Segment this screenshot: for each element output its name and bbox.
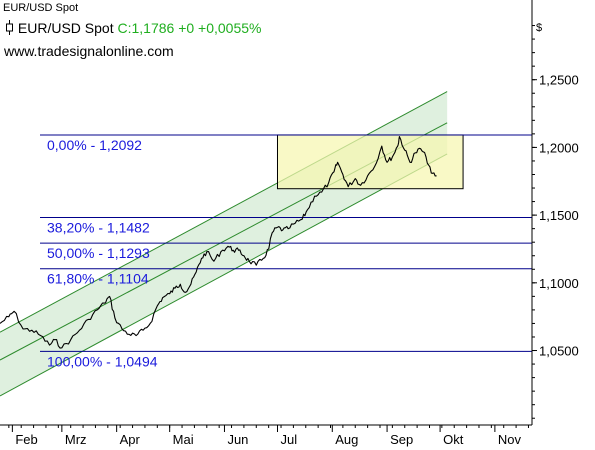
y-tick-label-3: 1,2000	[539, 140, 579, 155]
channel-lower-line	[0, 153, 448, 397]
site-label: www.tradesignalonline.com	[4, 43, 174, 59]
price-line	[0, 136, 437, 349]
price-marker-icon	[6, 20, 13, 35]
x-tick-label-2: Apr	[120, 432, 141, 447]
symbol-name: EUR/USD Spot	[17, 20, 114, 36]
x-tick-label-0: Feb	[15, 432, 37, 447]
x-tick-label-7: Sep	[390, 432, 413, 447]
y-tick-label-1: 1,1000	[539, 276, 579, 291]
price-series	[0, 136, 437, 349]
x-tick-label-9: Nov	[498, 432, 522, 447]
x-tick-label-3: Mai	[173, 432, 194, 447]
fib-label-2: 50,00% - 1,1293	[47, 245, 150, 261]
x-tick-label-6: Aug	[335, 432, 358, 447]
y-tick-label-0: 1,0500	[539, 344, 579, 359]
currency-label: $	[536, 22, 543, 34]
window-title: EUR/USD Spot	[3, 2, 79, 14]
y-tick-label-2: 1,1500	[539, 208, 579, 223]
symbol-quote: C:1,1786 +0 +0,0055%	[117, 20, 262, 36]
x-tick-label-1: Mrz	[65, 432, 87, 447]
y-tick-label-4: 1,2500	[539, 73, 579, 88]
symbol-row: EUR/USD Spot C:1,1786 +0 +0,0055%	[5, 20, 262, 36]
fib-label-4: 100,00% - 1,0494	[47, 353, 158, 369]
fib-label-0: 0,00% - 1,2092	[47, 137, 142, 153]
box-rect	[276, 134, 464, 190]
fib-label-1: 38,20% - 1,1482	[47, 220, 150, 236]
fibonacci-levels: 0,00% - 1,2092 38,20% - 1,1482 50,00% - 1,…	[40, 134, 532, 369]
fib-label-3: 61,80% - 1,1104	[47, 271, 149, 287]
x-tick-label-8: Okt	[443, 432, 464, 447]
channel-upper-line	[0, 91, 448, 333]
x-tick-label-4: Jun	[227, 432, 248, 447]
x-tick-label-5: Jul	[280, 432, 297, 447]
consolidation-box	[276, 134, 464, 190]
axes: 1,0500 1,1000 1,1500 1,2000 1,2500 Feb Mrz Apr M…	[0, 0, 579, 447]
